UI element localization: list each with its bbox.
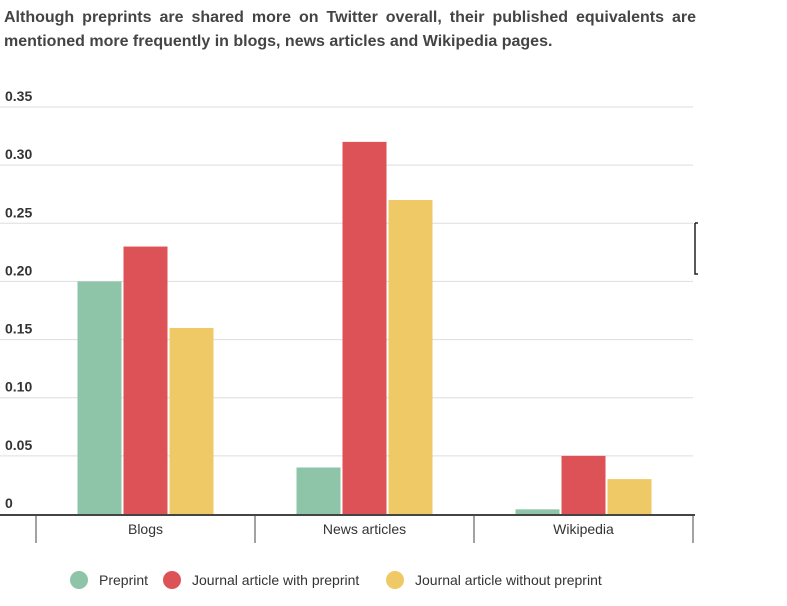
- x-tick-label: Blogs: [128, 521, 163, 537]
- bar-journal-article-with-preprint: [342, 141, 387, 514]
- legend-swatch: [163, 571, 181, 589]
- bar-journal-article-without-preprint: [607, 479, 652, 514]
- y-tick-label: 0.10: [5, 379, 32, 395]
- bar-journal-article-with-preprint: [123, 246, 168, 515]
- bar-journal-article-with-preprint: [561, 455, 606, 514]
- bar-journal-article-without-preprint: [169, 327, 214, 514]
- legend-swatch: [70, 571, 88, 589]
- legend-label: Journal article without preprint: [415, 572, 602, 588]
- bracket-icon: [694, 222, 698, 275]
- bar-preprint: [515, 509, 560, 514]
- legend-label: Preprint: [99, 572, 148, 588]
- bar-journal-article-without-preprint: [388, 200, 433, 514]
- bar-preprint: [296, 467, 341, 514]
- y-tick-label: 0.35: [5, 88, 32, 104]
- legend-label: Journal article with preprint: [192, 572, 359, 588]
- y-tick-label: 0.30: [5, 146, 32, 162]
- y-tick-label: 0.05: [5, 437, 32, 453]
- x-tick-label: News articles: [323, 521, 406, 537]
- chart-title: Although preprints are shared more on Tw…: [4, 9, 696, 50]
- bar-preprint: [77, 281, 122, 514]
- x-tick-label: Wikipedia: [553, 521, 614, 537]
- y-tick-label: 0.25: [5, 204, 32, 220]
- y-tick-label: 0.20: [5, 262, 32, 278]
- y-tick-label: 0.15: [5, 321, 32, 337]
- legend-swatch: [386, 571, 404, 589]
- y-tick-label: 0: [5, 495, 13, 511]
